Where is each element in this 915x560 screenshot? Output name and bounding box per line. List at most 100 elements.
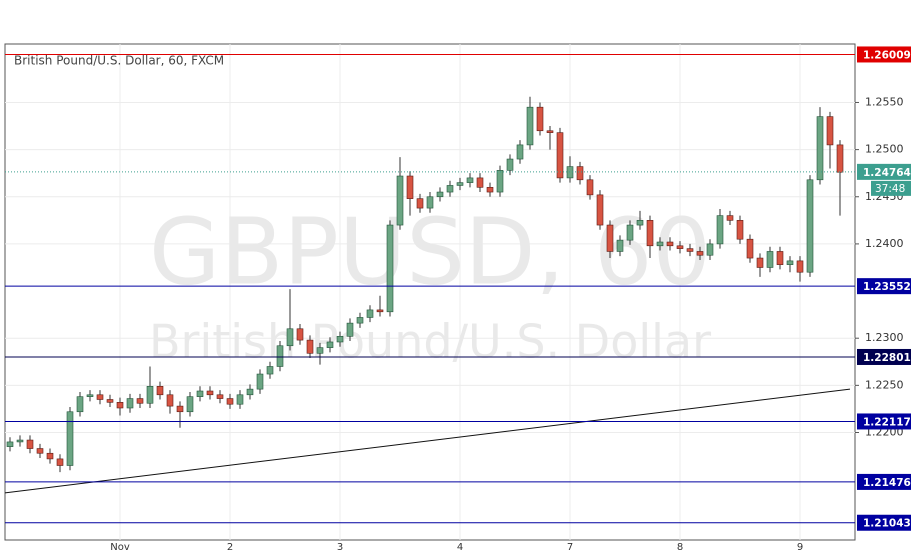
candle-body — [716, 215, 724, 245]
candle-body — [726, 215, 734, 221]
candle-body — [546, 130, 554, 133]
candle-body — [466, 177, 474, 183]
x-tick-label: 8 — [677, 542, 683, 553]
candle-body — [526, 106, 534, 146]
candle-body — [506, 158, 514, 171]
candle-body — [436, 191, 444, 198]
candle-body — [826, 116, 834, 146]
x-tick-label: 2 — [227, 542, 233, 553]
level-label: 1.23552 — [863, 281, 911, 293]
candle-body — [756, 257, 764, 268]
candle-body — [476, 177, 484, 188]
x-tick-label: 7 — [567, 542, 573, 553]
candle-body — [226, 398, 234, 405]
candle-body — [46, 452, 54, 460]
candle-body — [286, 328, 294, 347]
candle-body — [306, 339, 314, 354]
x-tick-label: 3 — [337, 542, 343, 553]
watermark: GBPUSD, 60 — [149, 198, 711, 305]
candle-body — [266, 366, 274, 375]
candle-body — [416, 198, 424, 209]
candle-body — [676, 245, 684, 249]
countdown-tag — [871, 180, 911, 196]
candle-body — [346, 322, 354, 337]
trend-line — [4, 388, 851, 494]
candle-body — [796, 260, 804, 273]
candle-body — [86, 394, 94, 397]
level-tag — [857, 514, 911, 531]
candle-body — [836, 144, 844, 173]
countdown-label: 37:48 — [875, 183, 905, 195]
candle-body — [566, 166, 574, 179]
level-tag — [857, 46, 911, 63]
candle-body — [626, 224, 634, 241]
candle-body — [396, 175, 404, 226]
candle-body — [806, 179, 814, 273]
candle-body — [116, 402, 124, 409]
candle-body — [816, 116, 824, 181]
candle-body — [366, 309, 374, 318]
candle-body — [536, 106, 544, 132]
candle-body — [206, 390, 214, 396]
x-tick-label: Nov — [110, 542, 130, 553]
candle-body — [126, 398, 134, 409]
y-tick-label: 1.2300 — [865, 331, 904, 344]
candle-body — [316, 347, 324, 354]
candle-body — [186, 396, 194, 413]
candle-body — [56, 458, 64, 466]
candle-body — [596, 194, 604, 226]
candle-body — [406, 175, 414, 199]
level-label: 1.22117 — [863, 416, 911, 428]
candle-body — [326, 341, 334, 348]
candle-body — [16, 439, 24, 443]
y-tick-label: 1.2400 — [865, 237, 904, 250]
candle-body — [686, 248, 694, 252]
candle-body — [576, 166, 584, 181]
candle-body — [176, 405, 184, 413]
candle-body — [636, 220, 644, 226]
candle-body — [246, 388, 254, 396]
candle-body — [666, 241, 674, 247]
level-tag — [857, 413, 911, 430]
current-price-label: 1.24764 — [863, 167, 911, 179]
level-tag — [857, 348, 911, 365]
level-label: 1.21476 — [863, 477, 911, 489]
level-tag — [857, 278, 911, 295]
candle-body — [746, 238, 754, 259]
candle-body — [156, 385, 164, 396]
x-tick-label: 4 — [457, 542, 463, 553]
candle-body — [656, 241, 664, 247]
y-tick-label: 1.2500 — [865, 143, 904, 156]
candle-body — [166, 394, 174, 407]
candle-body — [106, 399, 114, 403]
candle-body — [96, 394, 104, 400]
y-tick-label: 1.2550 — [865, 95, 904, 108]
candle-body — [646, 220, 654, 247]
candle-body — [146, 385, 154, 404]
candle-body — [236, 394, 244, 405]
candle-body — [136, 398, 144, 404]
candle-body — [616, 239, 624, 252]
candle-body — [446, 185, 454, 193]
candle-body — [786, 260, 794, 265]
candle-body — [586, 179, 594, 196]
candle-body — [336, 336, 344, 343]
candle-body — [376, 309, 384, 313]
candle-body — [456, 182, 464, 186]
candle-body — [36, 448, 44, 454]
candle-body — [606, 224, 614, 252]
candle-body — [276, 345, 284, 367]
candle-body — [26, 439, 34, 449]
candle-body — [496, 170, 504, 193]
candle-body — [556, 132, 564, 179]
level-label: 1.21043 — [863, 518, 911, 530]
watermark: British Pound/U.S. Dollar — [149, 315, 711, 369]
candle-body — [486, 187, 494, 193]
candle-body — [76, 396, 84, 413]
candle-body — [736, 220, 744, 240]
plot-frame — [4, 43, 856, 541]
candle-body — [426, 196, 434, 209]
candle-body — [386, 224, 394, 313]
candle-body — [196, 390, 204, 397]
